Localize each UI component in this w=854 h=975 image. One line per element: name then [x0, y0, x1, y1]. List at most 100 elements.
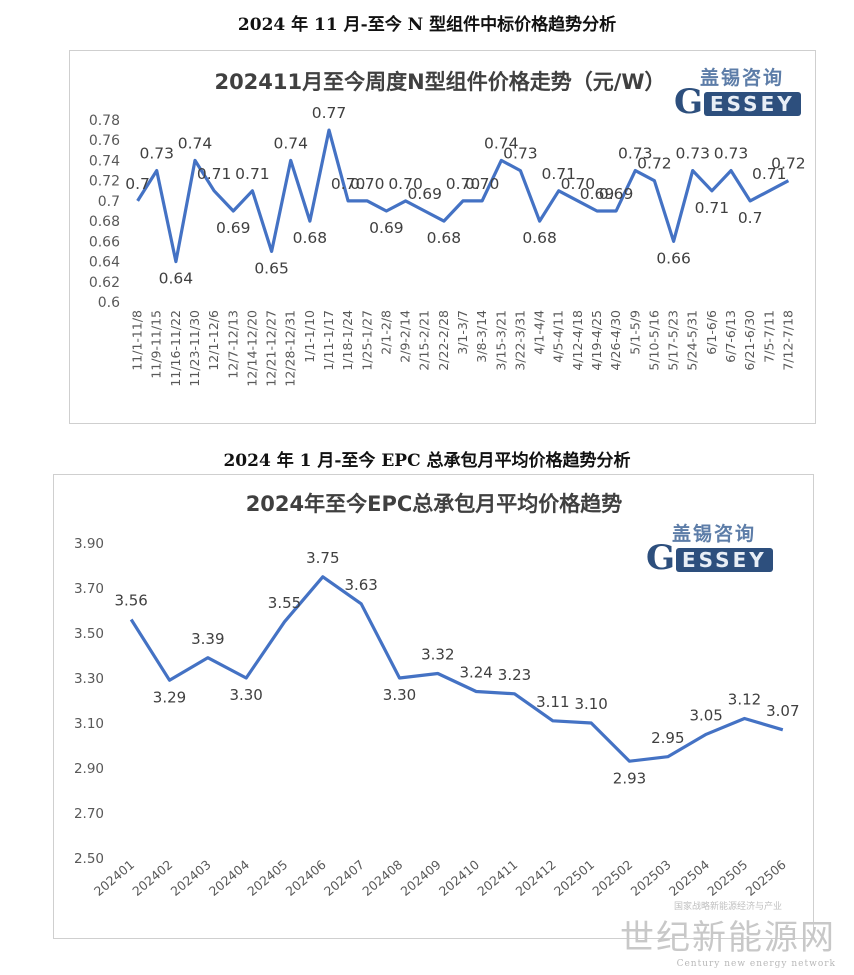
- data-label: 0.72: [637, 155, 672, 173]
- series-line: [136, 128, 790, 264]
- module-price-chart-panel: 202411月至今周度N型组件价格走势（元/W） 0.6 0.62 0.64 0.66…: [69, 50, 816, 424]
- x-tick-label: 1/25-1/27: [359, 310, 374, 371]
- data-label: 0.72: [771, 155, 806, 173]
- x-tick-label: 202504: [666, 857, 712, 899]
- data-label: 3.30: [229, 686, 262, 704]
- data-label: 3.63: [344, 576, 377, 594]
- data-label: 0.73: [139, 145, 174, 163]
- epc-price-line-chart: 2024年至今EPC总承包月平均价格趋势 2.50 2.70 2.90 3.10 3.3…: [74, 492, 800, 899]
- data-label: 3.30: [383, 686, 416, 704]
- module-price-line-chart: 202411月至今周度N型组件价格走势（元/W） 0.6 0.62 0.64 0.66…: [89, 70, 806, 387]
- x-tick-label: 202403: [168, 857, 214, 899]
- x-tick-label: 1/1-1/10: [302, 310, 317, 363]
- x-tick-label: 4/12-4/18: [570, 310, 585, 371]
- x-tick-label: 3/8-3/14: [474, 310, 489, 363]
- data-label: 0.69: [599, 185, 634, 203]
- y-tick-label: 0.66: [89, 234, 120, 250]
- x-tick-label: 5/24-5/31: [685, 310, 700, 371]
- x-tick-label: 2/15-2/21: [417, 310, 432, 371]
- data-label: 0.71: [752, 165, 787, 183]
- y-tick-label: 0.72: [89, 174, 120, 190]
- logo-g-letter: G: [674, 82, 704, 122]
- data-label: 0.68: [293, 229, 328, 247]
- x-tick-label: 7/12-7/18: [780, 310, 795, 371]
- y-tick-label: 0.76: [89, 133, 120, 149]
- data-label: 3.55: [268, 594, 301, 612]
- logo-cn-text: 盖锡咨询: [700, 67, 785, 89]
- y-tick-label: 2.50: [74, 851, 104, 867]
- x-tick-label: 6/21-6/30: [742, 310, 757, 371]
- x-tick-label: 3/22-3/31: [512, 310, 527, 371]
- x-tick-label: 1/18-1/24: [340, 310, 355, 371]
- data-label: 0.70: [350, 175, 385, 193]
- y-tick-label: 3.50: [74, 626, 104, 642]
- y-tick-label: 0.64: [89, 255, 120, 271]
- data-label: 0.74: [178, 134, 213, 152]
- data-label: 0.68: [427, 229, 462, 247]
- y-tick-label: 3.10: [74, 716, 104, 732]
- x-tick-label: 12/7-12/13: [225, 310, 240, 379]
- data-label: 3.32: [421, 646, 454, 664]
- x-tick-label: 202409: [398, 857, 444, 899]
- data-label: 0.69: [580, 185, 615, 203]
- x-tick-label: 11/23-11/30: [187, 310, 202, 387]
- data-label: 3.29: [153, 688, 186, 706]
- site-watermark: 世纪新能源网 Century new energy network: [620, 910, 836, 969]
- data-label: 2.95: [651, 729, 684, 747]
- data-label: 0.68: [522, 229, 557, 247]
- y-tick-label: 0.74: [89, 153, 120, 169]
- x-tick-label: 11/9-11/15: [149, 310, 164, 379]
- x-tick-label: 3/15-3/21: [493, 310, 508, 371]
- data-label: 3.12: [728, 691, 761, 709]
- data-label: 3.10: [574, 695, 607, 713]
- data-label: 0.71: [541, 165, 576, 183]
- epc-price-chart-panel: 2024年至今EPC总承包月平均价格趋势 2.50 2.70 2.90 3.10 3.3…: [53, 474, 814, 939]
- data-label: 0.77: [312, 104, 347, 122]
- x-tick-label: 7/5-7/11: [761, 310, 776, 363]
- x-tick-label: 202410: [436, 857, 482, 899]
- data-label: 3.11: [536, 693, 569, 711]
- data-label: 0.69: [407, 185, 442, 203]
- data-label: 0.73: [675, 145, 710, 163]
- y-tick-label: 2.90: [74, 761, 104, 777]
- x-tick-label: 4/1-4/4: [532, 310, 547, 355]
- watermark-en: Century new energy network: [676, 959, 836, 969]
- data-label: 2.93: [613, 769, 646, 787]
- x-tick-label: 202502: [589, 857, 635, 899]
- data-label: 3.05: [689, 706, 722, 724]
- data-label: 0.70: [446, 175, 481, 193]
- y-tick-label: 2.70: [74, 806, 104, 822]
- x-tick-label: 11/1-11/8: [130, 310, 145, 371]
- x-tick-label: 4/26-4/30: [608, 310, 623, 371]
- y-tick-label: 3.70: [74, 581, 104, 597]
- logo-en-text: ESSEY: [704, 92, 801, 116]
- data-label: 0.70: [388, 175, 423, 193]
- x-tick-label: 12/28-12/31: [283, 310, 298, 387]
- x-tick-label: 2/9-2/14: [398, 310, 413, 363]
- x-tick-label: 6/1-6/6: [704, 310, 719, 355]
- watermark-cn: 世纪新能源网: [620, 918, 836, 958]
- logo-g-letter: G: [646, 538, 676, 578]
- data-label: 0.73: [503, 145, 538, 163]
- gessey-logo: 盖锡咨询 G ESSEY: [674, 63, 801, 122]
- x-tick-label: 2/1-2/8: [378, 310, 393, 355]
- series-line: [129, 575, 784, 763]
- data-label: 0.66: [656, 249, 691, 267]
- data-label: 3.07: [766, 702, 799, 720]
- watermark-overlay-text: 国家战略新能源经济与产业: [674, 902, 783, 912]
- x-tick-label: 202411: [474, 857, 520, 899]
- y-tick-label: 3.90: [74, 536, 104, 552]
- data-label: 0.73: [618, 145, 653, 163]
- x-tick-label: 6/7-6/13: [723, 310, 738, 363]
- data-label: 0.70: [331, 175, 366, 193]
- data-label: 3.75: [306, 549, 339, 567]
- x-tick-label: 4/5-4/11: [551, 310, 566, 363]
- x-tick-label: 1/11-1/17: [321, 310, 336, 371]
- x-tick-label: 202407: [321, 857, 367, 899]
- x-tick-label: 12/21-12/27: [264, 310, 279, 387]
- x-tick-label: 202506: [743, 857, 789, 899]
- x-tick-label: 202408: [359, 857, 405, 899]
- data-label: 3.39: [191, 630, 224, 648]
- x-tick-label: 202505: [704, 857, 750, 899]
- x-tick-label: 202406: [283, 857, 329, 899]
